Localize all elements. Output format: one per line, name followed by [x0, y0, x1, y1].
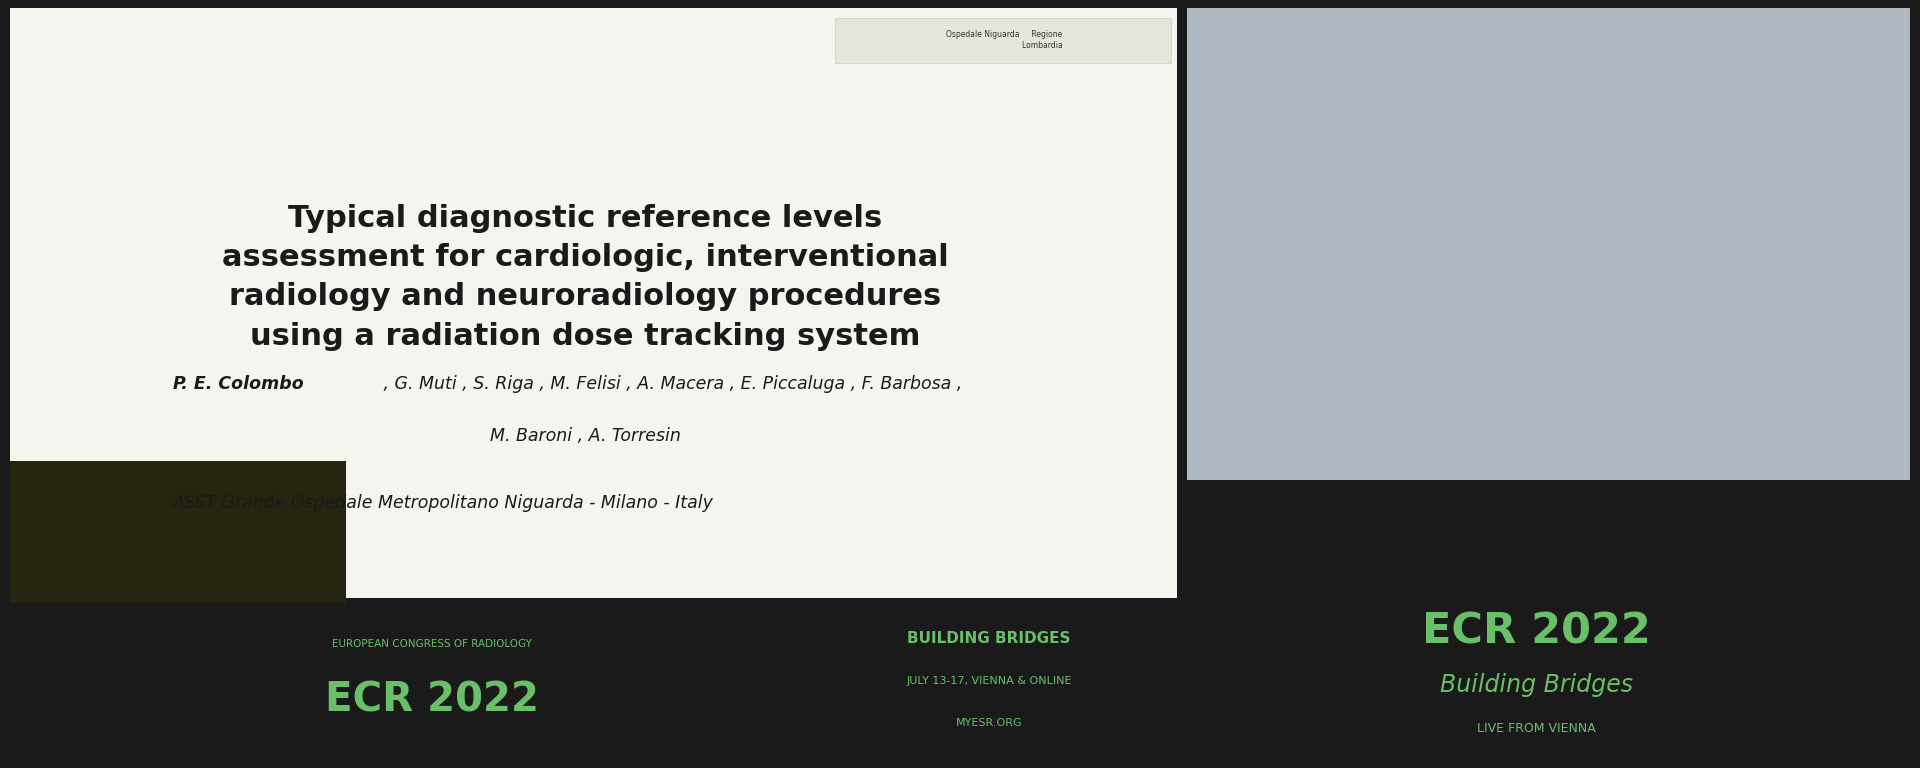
Text: LIVE FROM VIENNA: LIVE FROM VIENNA — [1476, 722, 1596, 734]
Text: ECR 2022: ECR 2022 — [324, 680, 540, 720]
FancyBboxPatch shape — [1187, 8, 1910, 480]
Text: M. Baroni , A. Torresin: M. Baroni , A. Torresin — [490, 427, 682, 445]
FancyBboxPatch shape — [0, 598, 1920, 768]
Text: JULY 13-17, VIENNA & ONLINE: JULY 13-17, VIENNA & ONLINE — [906, 676, 1071, 687]
FancyBboxPatch shape — [10, 461, 346, 603]
Text: Ospedale Niguarda     Regione
                                Lombardia: Ospedale Niguarda Regione Lombardia — [947, 30, 1062, 50]
Text: BUILDING BRIDGES: BUILDING BRIDGES — [906, 631, 1071, 647]
Text: , G. Muti , S. Riga , M. Felisi , A. Macera , E. Piccaluga , F. Barbosa ,: , G. Muti , S. Riga , M. Felisi , A. Mac… — [378, 375, 962, 393]
Text: MYESR.ORG: MYESR.ORG — [956, 718, 1021, 729]
Text: Typical diagnostic reference levels
assessment for cardiologic, interventional
r: Typical diagnostic reference levels asse… — [223, 204, 948, 350]
Text: ASST Grande Ospedale Metropolitano Niguarda - Milano - Italy: ASST Grande Ospedale Metropolitano Nigua… — [173, 494, 714, 512]
FancyBboxPatch shape — [835, 18, 1171, 63]
Text: Building Bridges: Building Bridges — [1440, 673, 1632, 697]
Text: EUROPEAN CONGRESS OF RADIOLOGY: EUROPEAN CONGRESS OF RADIOLOGY — [332, 638, 532, 649]
FancyBboxPatch shape — [10, 8, 1177, 603]
Text: ECR 2022: ECR 2022 — [1421, 611, 1651, 652]
Text: P. E. Colombo: P. E. Colombo — [173, 375, 303, 393]
